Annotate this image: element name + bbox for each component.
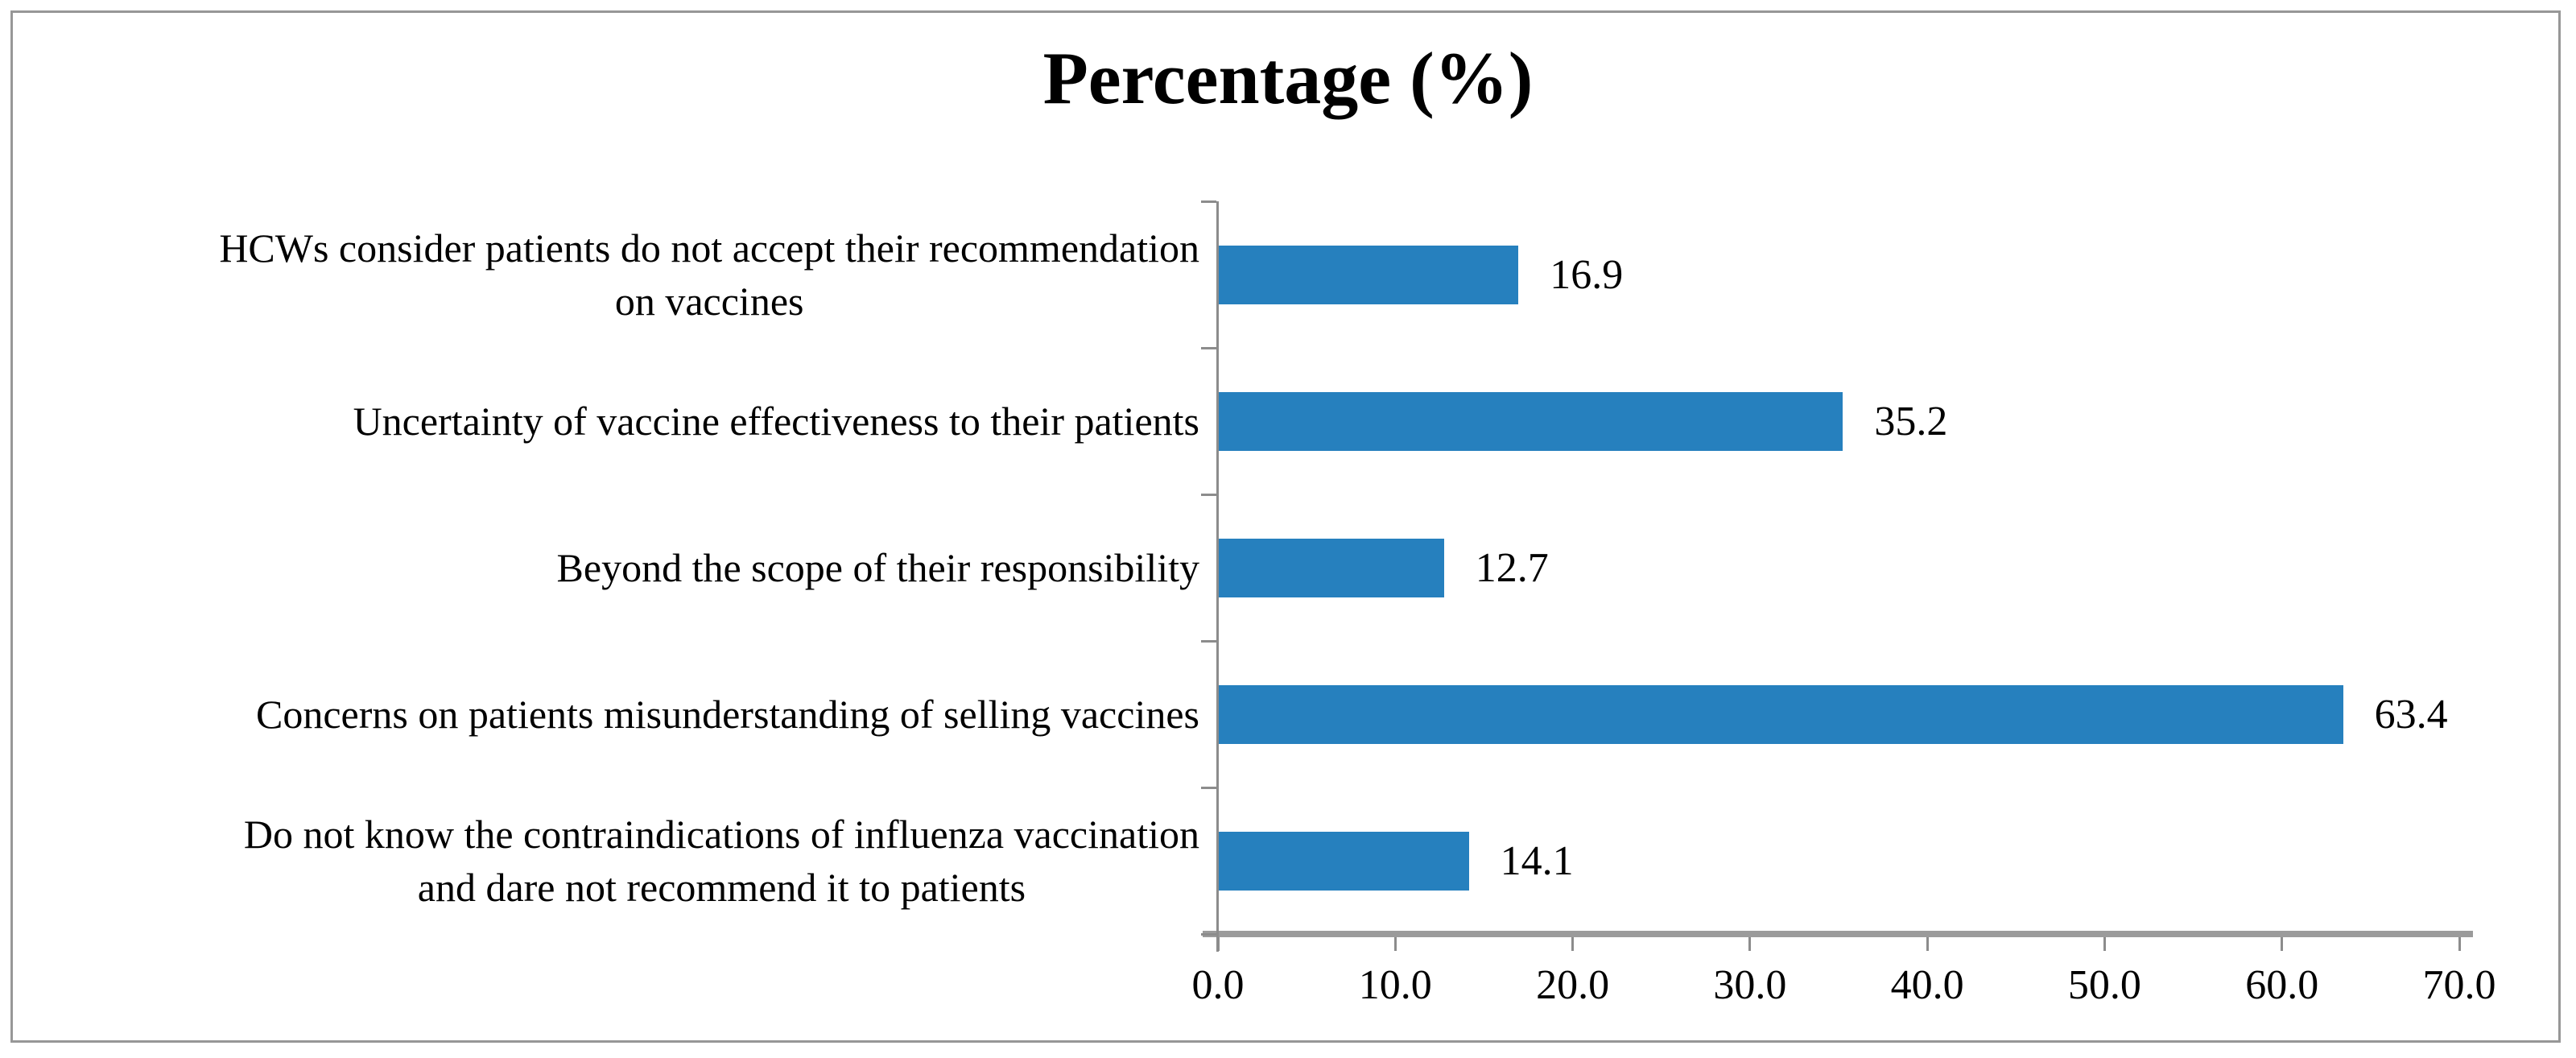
- y-axis-line: [1216, 201, 1219, 952]
- bar-value-label: 16.9: [1550, 251, 1624, 298]
- x-axis-tick-label: 60.0: [2245, 962, 2319, 1008]
- category-boundary-tick: [1201, 640, 1216, 643]
- x-axis-tick-label: 30.0: [1713, 962, 1787, 1008]
- category-row: Do not know the contraindications of inf…: [23, 787, 1199, 934]
- category-label: Beyond the scope of their responsibility: [557, 541, 1199, 594]
- category-label-line: Do not know the contraindications of inf…: [243, 812, 1199, 857]
- x-axis-tick: [1393, 937, 1397, 951]
- x-axis-tick: [2103, 937, 2106, 951]
- category-label-line: Beyond the scope of their responsibility: [556, 545, 1199, 590]
- category-label: Concerns on patients misunderstanding of…: [256, 688, 1199, 741]
- bar: [1219, 391, 1843, 451]
- category-label-line: and dare not recommend it to patients: [417, 865, 1026, 910]
- category-row: Concerns on patients misunderstanding of…: [23, 641, 1199, 787]
- bar: [1219, 831, 1469, 891]
- x-axis-tick-label: 10.0: [1358, 962, 1432, 1008]
- category-axis: HCWs consider patients do not accept the…: [23, 201, 1199, 934]
- x-axis-tick: [2281, 937, 2284, 951]
- bar: [1219, 538, 1444, 597]
- category-boundary-tick: [1201, 494, 1216, 496]
- category-row: Beyond the scope of their responsibility: [23, 494, 1199, 641]
- bar-value-label: 14.1: [1500, 837, 1574, 884]
- category-row: HCWs consider patients do not accept the…: [23, 201, 1199, 348]
- bar: [1219, 245, 1519, 304]
- chart-title: Percentage (%): [1042, 37, 1534, 119]
- category-label-line: HCWs consider patients do not accept the…: [219, 225, 1199, 271]
- category-label-line: Concerns on patients misunderstanding of…: [256, 692, 1199, 737]
- bar: [1219, 684, 2343, 744]
- category-label: Uncertainty of vaccine effectiveness to …: [353, 395, 1199, 448]
- bar-value-label: 63.4: [2374, 691, 2448, 738]
- x-axis-tick-label: 50.0: [2067, 962, 2141, 1008]
- category-label-line: Uncertainty of vaccine effectiveness to …: [353, 399, 1199, 444]
- x-axis-line: [1203, 931, 2473, 937]
- plot-area: 0.0 10.0 20.0 30.0 40.0 50.0 60.0 70.0 16.9 35.2 1…: [1192, 200, 2496, 1008]
- bar-value-label: 12.7: [1475, 544, 1549, 591]
- x-axis-tick-label: 20.0: [1536, 962, 1610, 1008]
- x-axis-tick-label: 70.0: [2422, 962, 2496, 1008]
- x-axis-tick: [1748, 937, 1752, 951]
- category-label: Do not know the contraindications of inf…: [244, 808, 1199, 914]
- bar-value-label: 35.2: [1874, 398, 1948, 444]
- x-axis-tick-label: 40.0: [1890, 962, 1964, 1008]
- category-row: Uncertainty of vaccine effectiveness to …: [23, 348, 1199, 494]
- category-label-line: on vaccines: [614, 279, 804, 324]
- category-boundary-tick: [1201, 347, 1216, 349]
- x-axis-tick: [1926, 937, 1929, 951]
- x-axis-tick: [2458, 937, 2461, 951]
- category-boundary-tick: [1201, 787, 1216, 789]
- category-boundary-tick: [1201, 200, 1216, 203]
- x-axis-tick-label: 0.0: [1191, 962, 1245, 1008]
- category-label: HCWs consider patients do not accept the…: [219, 221, 1199, 328]
- category-boundary-tick: [1201, 933, 1216, 936]
- x-axis-tick: [1571, 937, 1575, 951]
- x-axis-tick: [1216, 937, 1220, 951]
